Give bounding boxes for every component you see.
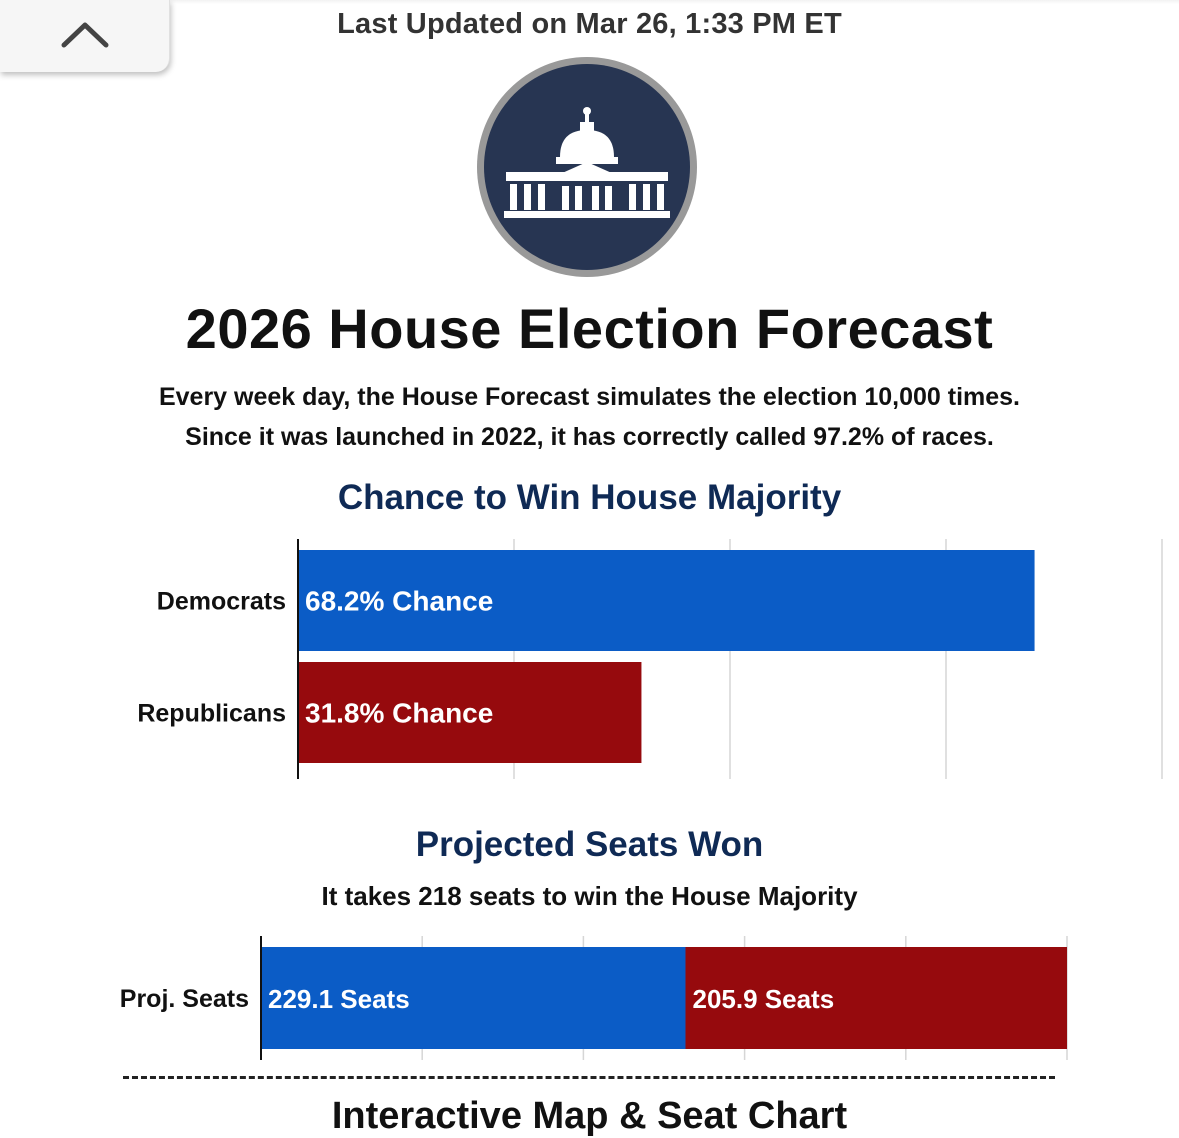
category-label: Proj. Seats bbox=[120, 985, 249, 1013]
category-label: Democrats bbox=[157, 588, 286, 616]
data-label: 205.9 Seats bbox=[692, 984, 834, 1014]
next-section-title: Interactive Map & Seat Chart bbox=[331, 1095, 848, 1137]
bar-democrat-seats bbox=[261, 947, 686, 1049]
data-label: 68.2% Chance bbox=[305, 586, 493, 617]
data-label: 229.1 Seats bbox=[268, 984, 410, 1014]
bar-democrats bbox=[298, 550, 1035, 651]
capitol-icon bbox=[477, 57, 697, 277]
chevron-up-icon bbox=[61, 22, 109, 48]
subtitle-line-2: Since it was launched in 2022, it has co… bbox=[185, 423, 994, 451]
data-label: 31.8% Chance bbox=[305, 698, 493, 729]
chance-chart-title: Chance to Win House Majority bbox=[337, 478, 842, 517]
charts-canvas: Democrats 68.2% Chance Republicans 31.8% Ch… bbox=[120, 539, 1163, 1060]
seats-chart-subtitle: It takes 218 seats to win the House Majo… bbox=[321, 881, 858, 911]
bar-republicans bbox=[298, 662, 642, 763]
last-updated-text: Last Updated on Mar 26, 1:33 PM ET bbox=[337, 8, 842, 40]
subtitle-line-1: Every week day, the House Forecast simul… bbox=[158, 383, 1021, 411]
section-divider bbox=[123, 1076, 1055, 1079]
bar-republican-seats bbox=[685, 947, 1067, 1049]
collapse-button[interactable] bbox=[0, 0, 170, 72]
page-title: 2026 House Election Forecast bbox=[185, 297, 994, 360]
seats-chart-title: Projected Seats Won bbox=[415, 825, 764, 864]
category-label: Republicans bbox=[137, 700, 286, 728]
top-bar bbox=[0, 0, 1179, 4]
